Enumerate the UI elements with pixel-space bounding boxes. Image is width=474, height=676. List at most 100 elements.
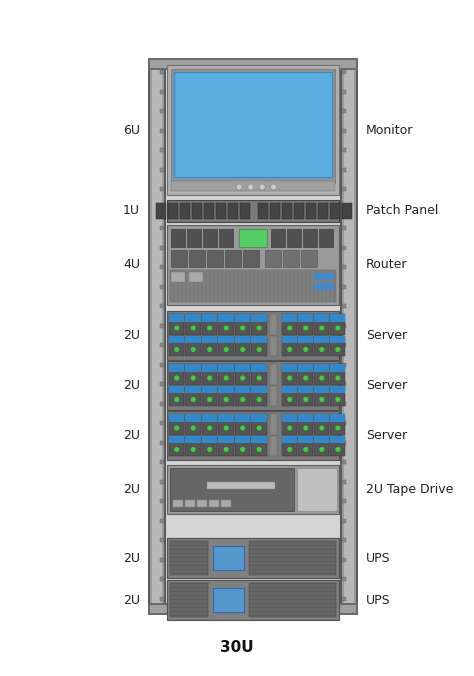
Bar: [173, 500, 183, 507]
Circle shape: [174, 375, 179, 381]
Circle shape: [319, 325, 324, 331]
Bar: [342, 519, 346, 523]
Circle shape: [191, 325, 196, 331]
Bar: [170, 541, 208, 575]
Circle shape: [336, 325, 340, 331]
Bar: [251, 314, 267, 335]
Bar: [330, 414, 346, 422]
Bar: [189, 272, 203, 282]
Bar: [202, 364, 218, 385]
Bar: [258, 203, 268, 219]
Bar: [219, 435, 234, 443]
Bar: [167, 65, 339, 195]
Bar: [251, 385, 267, 406]
Bar: [219, 385, 234, 393]
Bar: [342, 168, 346, 172]
Bar: [342, 324, 346, 328]
Bar: [156, 203, 166, 219]
Text: 2U: 2U: [123, 483, 140, 496]
Text: UPS: UPS: [366, 552, 391, 564]
Bar: [287, 229, 301, 247]
Bar: [270, 203, 280, 219]
Bar: [319, 229, 333, 247]
Bar: [171, 181, 335, 191]
Bar: [282, 203, 292, 219]
Bar: [306, 203, 316, 219]
Bar: [169, 314, 184, 335]
Bar: [314, 435, 329, 443]
Bar: [270, 414, 277, 435]
Bar: [169, 385, 184, 406]
Bar: [225, 249, 241, 267]
Circle shape: [303, 347, 308, 352]
Bar: [160, 285, 164, 289]
Bar: [270, 385, 277, 406]
Bar: [314, 414, 329, 435]
Circle shape: [319, 397, 324, 402]
Circle shape: [303, 325, 308, 331]
Circle shape: [174, 447, 179, 452]
Bar: [171, 229, 185, 247]
Bar: [235, 335, 250, 356]
Bar: [160, 519, 164, 523]
Bar: [330, 335, 346, 343]
Bar: [174, 72, 332, 177]
Circle shape: [224, 347, 228, 352]
Bar: [219, 385, 234, 406]
Bar: [235, 335, 250, 343]
Bar: [330, 314, 346, 322]
Circle shape: [336, 375, 340, 381]
Bar: [314, 335, 329, 356]
Bar: [342, 89, 346, 93]
Circle shape: [319, 347, 324, 352]
Bar: [167, 311, 339, 360]
Bar: [189, 249, 205, 267]
Bar: [282, 385, 297, 393]
Bar: [167, 580, 339, 620]
Bar: [192, 203, 202, 219]
Circle shape: [287, 425, 292, 431]
Bar: [251, 414, 267, 422]
Bar: [342, 500, 346, 504]
Bar: [342, 109, 346, 113]
Bar: [170, 583, 208, 617]
Text: Server: Server: [366, 329, 407, 342]
Bar: [202, 385, 218, 406]
Bar: [160, 597, 164, 601]
Circle shape: [191, 375, 196, 381]
Bar: [240, 203, 250, 219]
Circle shape: [224, 447, 228, 452]
Bar: [185, 314, 201, 322]
Bar: [342, 577, 346, 581]
Bar: [314, 314, 329, 335]
Bar: [342, 304, 346, 308]
Bar: [228, 203, 238, 219]
Text: Patch Panel: Patch Panel: [366, 205, 438, 218]
Bar: [342, 70, 346, 74]
Bar: [298, 335, 313, 356]
Bar: [298, 385, 313, 406]
Bar: [342, 245, 346, 249]
Circle shape: [303, 397, 308, 402]
Bar: [282, 364, 297, 372]
Bar: [202, 314, 218, 322]
Bar: [270, 435, 277, 456]
Text: Server: Server: [366, 429, 407, 442]
Bar: [160, 558, 164, 562]
Circle shape: [336, 447, 340, 452]
Bar: [314, 435, 329, 456]
Bar: [251, 335, 267, 356]
Bar: [160, 265, 164, 269]
Text: 6U: 6U: [123, 124, 140, 137]
Bar: [235, 435, 250, 456]
Bar: [152, 58, 162, 615]
Bar: [160, 480, 164, 484]
Bar: [170, 270, 336, 302]
Bar: [251, 385, 267, 393]
Bar: [342, 597, 346, 601]
Circle shape: [224, 397, 228, 402]
Bar: [160, 441, 164, 445]
Bar: [219, 364, 234, 385]
Bar: [314, 273, 334, 280]
Bar: [219, 414, 234, 435]
